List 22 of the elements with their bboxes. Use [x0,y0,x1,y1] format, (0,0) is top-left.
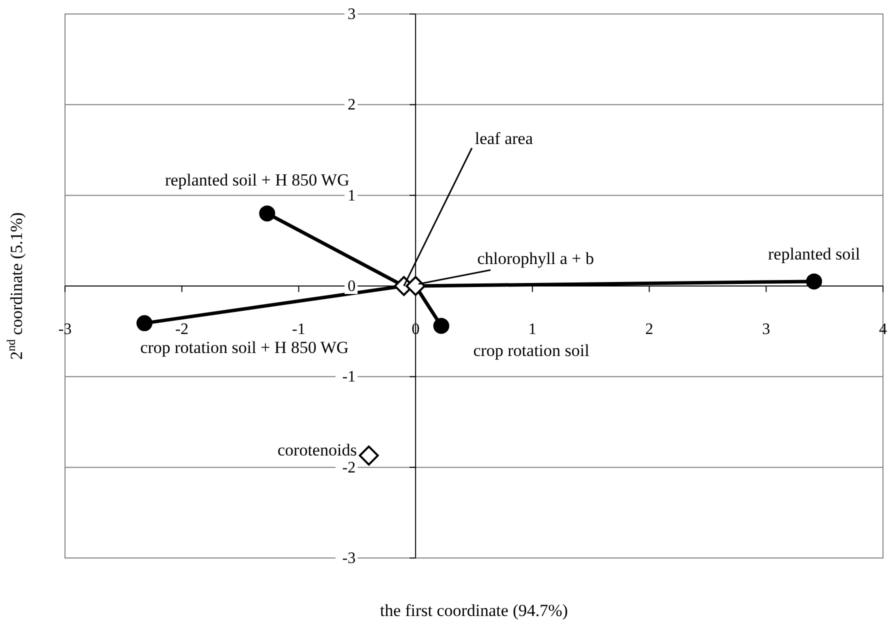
annotation: replanted soil + H 850 WG [164,170,350,190]
annotation: crop rotation soil + H 850 WG [140,338,349,358]
y-tick-label: -3 [342,550,356,567]
annotation: replanted soil [768,244,860,264]
annotation: corotenoids [278,440,357,460]
x-tick-label: 1 [528,321,536,338]
y-tick-label: 2 [348,96,356,114]
y-tick-label: 1 [348,187,356,204]
annotation: crop rotation soil [473,340,590,360]
x-tick-label: -3 [58,321,72,338]
x-tick-label: 4 [879,321,887,338]
y-tick-label: 0 [348,278,356,295]
x-tick-label: -2 [175,321,189,338]
y-tick-label: -1 [342,368,356,386]
x-tick-label: 2 [645,321,654,338]
x-tick-label: -1 [292,321,306,338]
y-tick-label: -2 [342,459,356,476]
x-tick-label: 3 [762,321,770,338]
annotation: chlorophyll a + b [477,249,594,268]
x-axis-title: the first coordinate (94.7%) [380,601,568,620]
y-tick-label: 3 [348,6,356,23]
annotation: leaf area [474,129,534,148]
